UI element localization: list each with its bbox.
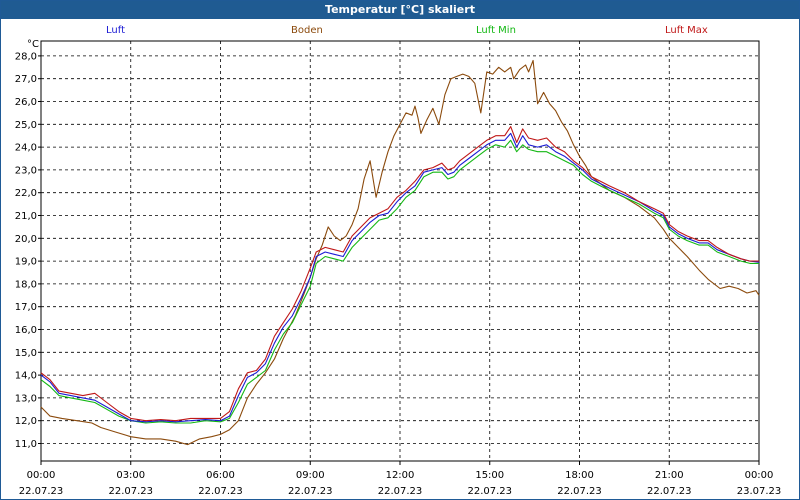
x-tick-date: 22.07.23 bbox=[467, 486, 512, 497]
x-tick-time: 00:00 bbox=[745, 470, 774, 481]
y-tick-label: 25,0 bbox=[15, 120, 37, 131]
x-tick-time: 09:00 bbox=[296, 470, 325, 481]
x-tick-time: 21:00 bbox=[655, 470, 684, 481]
x-tick-date: 22.07.23 bbox=[557, 486, 602, 497]
x-tick-time: 03:00 bbox=[116, 470, 145, 481]
y-tick-label: 28,0 bbox=[15, 51, 37, 62]
y-tick-label: 15,0 bbox=[15, 348, 37, 359]
chart-title: Temperatur [°C] skaliert bbox=[1, 1, 799, 19]
y-tick-label: 22,0 bbox=[15, 188, 37, 199]
y-tick-label: 23,0 bbox=[15, 165, 37, 176]
x-tick-time: 15:00 bbox=[475, 470, 504, 481]
y-tick-label: 26,0 bbox=[15, 97, 37, 108]
y-tick-label: 13,0 bbox=[15, 393, 37, 404]
x-tick-time: 18:00 bbox=[565, 470, 594, 481]
x-tick-date: 22.07.23 bbox=[378, 486, 423, 497]
x-tick-date: 22.07.23 bbox=[108, 486, 153, 497]
x-tick-date: 23.07.23 bbox=[737, 486, 782, 497]
y-tick-label: 27,0 bbox=[15, 74, 37, 85]
y-tick-label: 17,0 bbox=[15, 302, 37, 313]
x-tick-date: 22.07.23 bbox=[288, 486, 333, 497]
series-line-luft-min bbox=[40, 139, 759, 424]
x-tick-date: 22.07.23 bbox=[19, 486, 64, 497]
y-tick-label: 19,0 bbox=[15, 257, 37, 268]
y-tick-label: 16,0 bbox=[15, 325, 37, 336]
y-tick-label: 14,0 bbox=[15, 371, 37, 382]
x-tick-date: 22.07.23 bbox=[647, 486, 692, 497]
legend-luft: Luft bbox=[106, 25, 125, 36]
x-tick-time: 06:00 bbox=[206, 470, 235, 481]
legend-boden: Boden bbox=[291, 25, 323, 36]
y-tick-label: 12,0 bbox=[15, 416, 37, 427]
legend-luft-max: Luft Max bbox=[665, 25, 708, 36]
y-tick-label: 11,0 bbox=[15, 439, 37, 450]
y-tick-label: 18,0 bbox=[15, 279, 37, 290]
y-axis-unit: °C bbox=[27, 39, 39, 50]
series-line-luft bbox=[40, 132, 760, 423]
y-tick-label: 20,0 bbox=[15, 234, 37, 245]
x-tick-time: 12:00 bbox=[386, 470, 415, 481]
y-tick-label: 24,0 bbox=[15, 143, 37, 154]
series-line-luft-max bbox=[40, 126, 759, 422]
x-tick-date: 22.07.23 bbox=[198, 486, 243, 497]
y-tick-label: 21,0 bbox=[15, 211, 37, 222]
legend-luft-min: Luft Min bbox=[476, 25, 516, 36]
x-tick-time: 00:00 bbox=[27, 470, 56, 481]
